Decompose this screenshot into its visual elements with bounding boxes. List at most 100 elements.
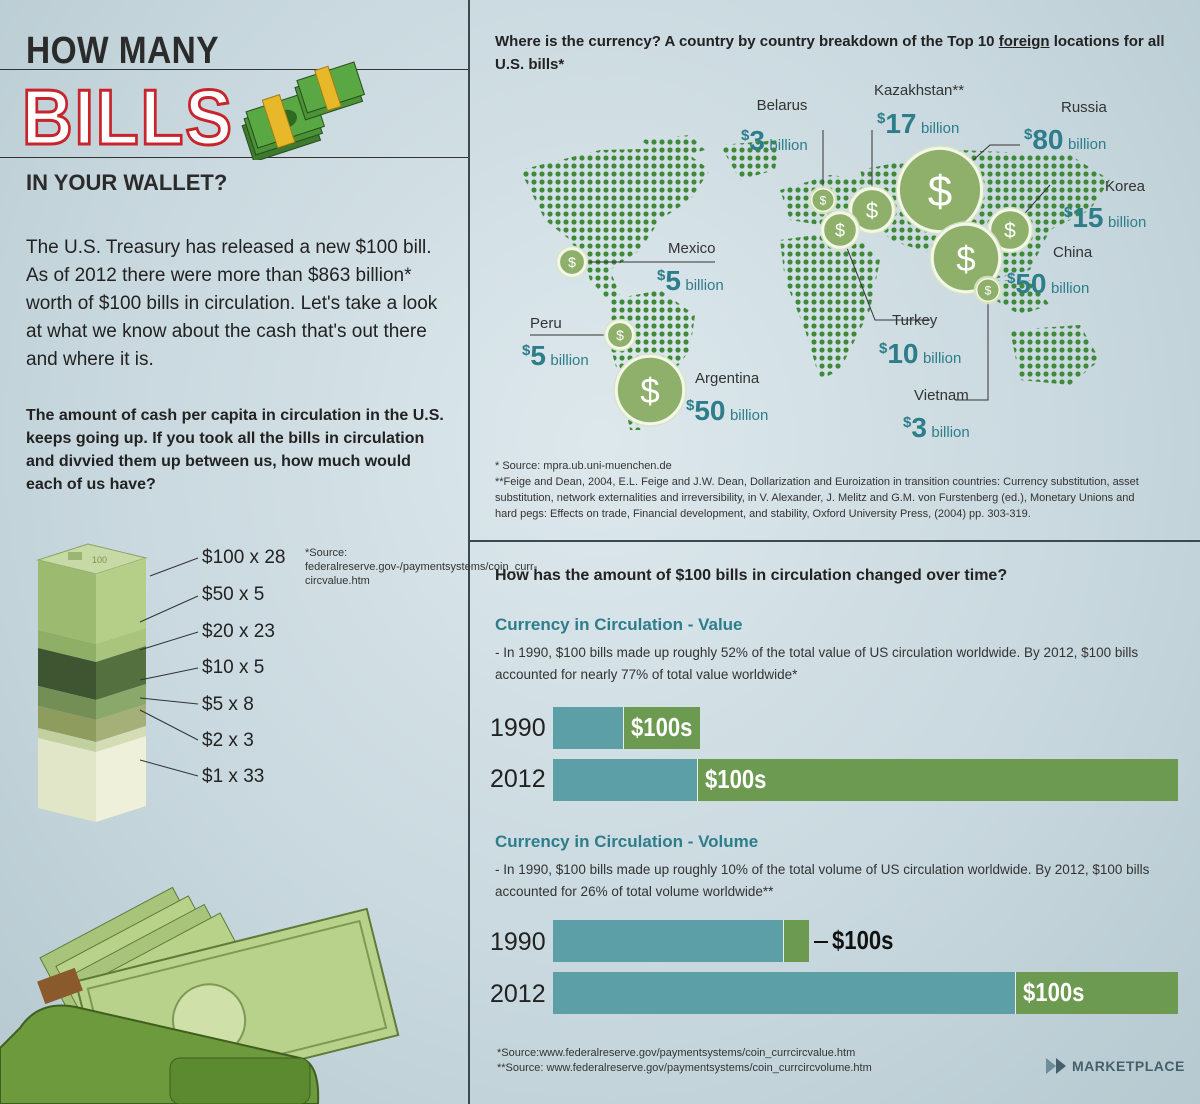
amount-unit: billion: [931, 424, 970, 441]
map-marker-kazakhstan: $: [847, 185, 897, 235]
currency-symbol: $: [657, 267, 666, 284]
amount-unit: billion: [920, 120, 960, 137]
amount-unit: billion: [729, 407, 769, 424]
label-china: China: [1053, 244, 1093, 261]
map-title-part-1: Where is the currency? A country by coun…: [495, 33, 999, 50]
bar-label-2012: $100s: [1022, 977, 1085, 1007]
amount-value: 80: [1032, 124, 1064, 155]
bar-other-1990: [553, 920, 783, 962]
amount-unit: billion: [1107, 214, 1147, 231]
amount-vietnam: $3 billion: [903, 414, 970, 442]
bar-100s-2012: [1014, 972, 1178, 1014]
map-marker-vietnam: $: [973, 275, 1003, 305]
label-russia: Russia: [1061, 99, 1107, 116]
dollar-icon: $: [835, 221, 845, 241]
horizontal-divider: [470, 540, 1200, 542]
circulation-question: How has the amount of $100 bills in circ…: [495, 567, 1008, 584]
circulation-footnotes: *Source:www.federalreserve.gov/paymentsy…: [497, 1046, 872, 1076]
bar-other-2012: [553, 759, 697, 801]
denomination-5: $5 x 8: [202, 694, 254, 715]
currency-symbol: $: [522, 342, 531, 359]
stack-top-label: 100: [92, 555, 107, 565]
map-notes: * Source: mpra.ub.uni-muenchen.de **Feig…: [495, 458, 1155, 522]
bill-stack-illustration: 100: [36, 543, 148, 822]
map-title-part-2: locations for all U.S. bills*: [495, 33, 1165, 73]
map-marker-argentina: $: [613, 353, 687, 427]
dollar-icon: $: [568, 254, 576, 270]
label-kazakhstan: Kazakhstan**: [874, 82, 965, 99]
currency-symbol: $: [686, 397, 695, 414]
map-marker-mexico: $: [555, 245, 589, 279]
vertical-divider: [468, 0, 470, 1104]
volume-year-1990: 1990: [490, 928, 546, 956]
per-capita-question: The amount of cash per capita in circula…: [26, 407, 444, 493]
value-section-text: - In 1990, $100 bills made up roughly 52…: [495, 645, 1139, 682]
title-line-3: IN YOUR WALLET?: [26, 170, 228, 195]
currency-symbol: $: [877, 110, 886, 127]
volume-bar-chart: $100s $100s: [553, 920, 1178, 1022]
map-marker-belarus: $: [808, 185, 838, 215]
amount-value: 5: [530, 340, 546, 371]
bar-other-1990: [553, 707, 624, 749]
denomination-1: $1 x 33: [202, 766, 265, 787]
bar-label-1990: $100s: [832, 925, 894, 955]
amount-unit: billion: [922, 350, 962, 367]
map-note-1: * Source: mpra.ub.uni-muenchen.de: [495, 460, 672, 472]
label-vietnam: Vietnam: [914, 387, 969, 404]
title-bills: BILLS: [21, 73, 234, 161]
title-rule-top: [0, 69, 468, 70]
value-year-1990: 1990: [490, 714, 546, 742]
amount-unit: billion: [685, 277, 724, 294]
label-mexico: Mexico: [668, 240, 716, 257]
bar-row-1990: $100s: [553, 920, 1177, 962]
footnote-1: *Source:www.federalreserve.gov/paymentsy…: [497, 1047, 856, 1059]
amount-value: 3: [749, 125, 765, 156]
currency-symbol: $: [1064, 204, 1073, 221]
wallet-illustration: [0, 886, 400, 1104]
currency-symbol: $: [1024, 126, 1033, 143]
bar-label-2012: $100s: [704, 764, 766, 794]
amount-value: 15: [1072, 202, 1104, 233]
per-capita-source: *Source: federalreserve.gov-/paymentsyst…: [305, 547, 538, 587]
map-marker-peru: $: [603, 318, 637, 352]
amount-china: $50 billion: [1007, 270, 1089, 298]
amount-unit: billion: [1050, 280, 1090, 297]
currency-symbol: $: [741, 127, 750, 144]
amount-unit: billion: [550, 352, 589, 369]
currency-symbol: $: [903, 414, 912, 431]
bar-row-1990: $100s: [553, 707, 1177, 749]
amount-peru: $5 billion: [522, 342, 589, 370]
volume-section-title: Currency in Circulation - Volume: [495, 832, 759, 851]
amount-turkey: $10 billion: [879, 340, 961, 368]
map-title-underlined: foreign: [998, 33, 1050, 50]
volume-year-2012: 2012: [490, 980, 546, 1008]
value-section-title: Currency in Circulation - Value: [495, 615, 743, 634]
map-note-2: **Feige and Dean, 2004, E.L. Feige and J…: [495, 476, 1139, 520]
country-name: Belarus: [756, 97, 808, 114]
bar-100s-1990: [782, 920, 809, 962]
bar-100s-1990: [623, 707, 700, 749]
amount-value: 50: [694, 395, 726, 426]
value-year-2012: 2012: [490, 765, 546, 793]
title-rule-bottom: [0, 157, 468, 158]
map-marker-china: $: [929, 221, 1003, 295]
amount-korea: $15 billion: [1064, 204, 1146, 232]
dollar-icon: $: [866, 198, 878, 223]
denomination-100: $100 x 28: [202, 547, 286, 568]
dollar-icon: $: [985, 283, 992, 297]
amount-russia: $80 billion: [1024, 126, 1106, 154]
amount-value: 5: [665, 265, 681, 296]
marketplace-brand: MARKETPLACE: [1072, 1058, 1185, 1074]
dollar-icon: $: [640, 372, 659, 411]
bar-other-2012: [553, 972, 1015, 1014]
map-marker-turkey: $: [819, 209, 861, 251]
map-title: Where is the currency? A country by coun…: [495, 30, 1165, 76]
dollar-icon: $: [820, 193, 827, 207]
label-argentina: Argentina: [695, 370, 760, 387]
label-turkey: Turkey: [892, 312, 938, 329]
label-korea: Korea: [1105, 178, 1146, 195]
label-belarus: Belarus: [752, 97, 812, 114]
bar-row-2012: $100s: [553, 759, 1178, 801]
amount-value: 17: [885, 108, 917, 139]
denomination-50: $50 x 5: [202, 584, 265, 605]
